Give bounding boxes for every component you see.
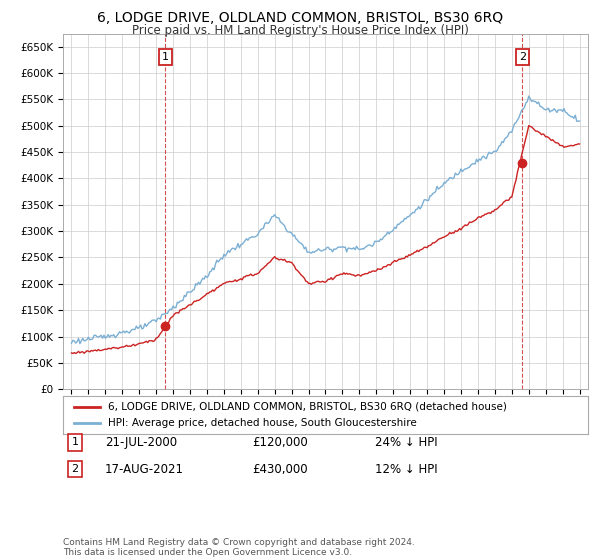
Text: 1: 1 <box>162 52 169 62</box>
Text: 2: 2 <box>519 52 526 62</box>
Text: 2: 2 <box>71 464 79 474</box>
Text: Contains HM Land Registry data © Crown copyright and database right 2024.
This d: Contains HM Land Registry data © Crown c… <box>63 538 415 557</box>
Text: 17-AUG-2021: 17-AUG-2021 <box>105 463 184 476</box>
Text: 6, LODGE DRIVE, OLDLAND COMMON, BRISTOL, BS30 6RQ (detached house): 6, LODGE DRIVE, OLDLAND COMMON, BRISTOL,… <box>107 402 506 412</box>
Text: 1: 1 <box>71 437 79 447</box>
Text: HPI: Average price, detached house, South Gloucestershire: HPI: Average price, detached house, Sout… <box>107 418 416 428</box>
Text: 21-JUL-2000: 21-JUL-2000 <box>105 436 177 449</box>
Text: 24% ↓ HPI: 24% ↓ HPI <box>375 436 437 449</box>
Text: £120,000: £120,000 <box>252 436 308 449</box>
Text: 12% ↓ HPI: 12% ↓ HPI <box>375 463 437 476</box>
Text: 6, LODGE DRIVE, OLDLAND COMMON, BRISTOL, BS30 6RQ: 6, LODGE DRIVE, OLDLAND COMMON, BRISTOL,… <box>97 11 503 25</box>
Text: £430,000: £430,000 <box>252 463 308 476</box>
Text: Price paid vs. HM Land Registry's House Price Index (HPI): Price paid vs. HM Land Registry's House … <box>131 24 469 36</box>
